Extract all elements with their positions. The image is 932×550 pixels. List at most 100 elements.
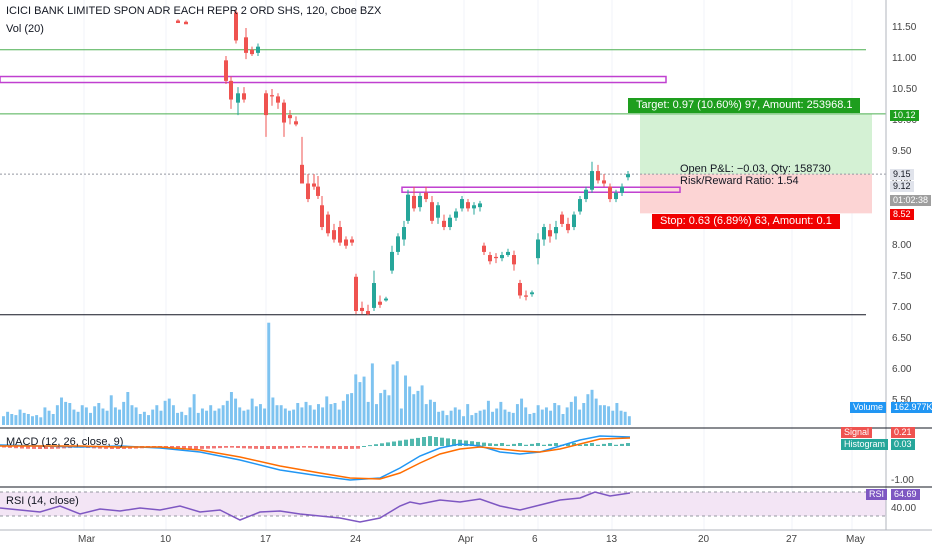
candle-body	[234, 12, 238, 41]
volume-bar	[55, 405, 59, 425]
volume-bar	[536, 405, 540, 425]
volume-bar	[582, 403, 586, 425]
volume-bar	[557, 405, 561, 425]
volume-bar	[391, 364, 395, 425]
macd-histogram-bar	[536, 443, 540, 446]
rsi-band	[0, 492, 886, 516]
macd-histogram-bar	[194, 446, 198, 449]
volume-bar	[399, 408, 403, 425]
volume-bar	[350, 393, 354, 425]
candle-body	[332, 230, 336, 240]
price-tick-label: 11.00	[892, 53, 917, 65]
rsi-tag-value: 64.69	[891, 489, 920, 500]
volume-bar	[22, 412, 26, 425]
volume-bar	[549, 410, 553, 425]
candle-body	[572, 214, 576, 228]
volume-bar	[611, 410, 615, 425]
macd-histogram-bar	[488, 443, 492, 446]
volume-bar	[217, 408, 221, 425]
candle-body	[448, 217, 452, 228]
macd-pane	[0, 435, 631, 481]
candle-body	[300, 164, 304, 184]
rsi-tag-label: RSI	[866, 489, 888, 500]
candle-body	[372, 283, 376, 308]
macd-histogram-bar	[584, 443, 588, 446]
volume-bar	[51, 414, 55, 425]
macd-histogram-bar	[596, 444, 600, 446]
macd-histogram-bar	[8, 446, 12, 448]
candle-body	[288, 115, 292, 119]
volume-bar	[200, 408, 204, 425]
horizontal-levels[interactable]	[0, 49, 886, 316]
candle-body	[276, 96, 280, 103]
symbol-title: ICICI BANK LIMITED SPON ADR EACH REPR 2 …	[6, 5, 382, 17]
volume-bar	[188, 407, 192, 425]
volume-bar	[180, 411, 184, 425]
price-candles	[176, 9, 630, 316]
macd-histogram-bar	[578, 444, 582, 446]
candle-body	[338, 227, 342, 243]
macd-histogram-bar	[500, 443, 504, 446]
volume-bar	[242, 410, 246, 425]
volume-bar	[598, 405, 602, 425]
macd-histogram-bar	[38, 446, 42, 449]
volume-bar	[379, 393, 383, 425]
volume-bar	[441, 410, 445, 425]
candle-body	[402, 227, 406, 240]
macd-histogram-bar	[356, 446, 360, 449]
time-tick-label: Apr	[458, 534, 474, 545]
volume-bar	[105, 410, 109, 425]
candle-body	[466, 202, 470, 209]
candle-body	[518, 283, 522, 296]
volume-bar	[138, 414, 142, 425]
candle-body	[542, 227, 546, 240]
candle-body	[224, 60, 228, 81]
volume-bar	[167, 398, 171, 425]
volume-bar	[375, 404, 378, 425]
macd-histogram-bar	[422, 437, 426, 446]
macd-histogram-bar	[380, 443, 384, 446]
volume-bar	[445, 415, 449, 425]
price-tick-label: 7.50	[892, 270, 912, 282]
volume-bar	[31, 416, 34, 425]
volume-bar	[271, 397, 275, 425]
price-tick-label: 7.00	[892, 301, 912, 313]
macd-histogram-bar	[566, 443, 570, 446]
target-box[interactable]: Target: 0.97 (10.60%) 97, Amount: 253968…	[628, 98, 861, 113]
candle-body	[442, 220, 446, 228]
volume-bar	[457, 409, 461, 425]
volume-bar	[258, 404, 262, 425]
volume-bar	[553, 403, 557, 425]
time-tick-label: 6	[532, 534, 538, 545]
candle-body	[512, 255, 516, 265]
macd-histogram-bar	[368, 445, 372, 447]
macd-histogram-bar	[230, 446, 234, 448]
macd-histogram-bar	[626, 443, 630, 446]
macd-histogram-bar	[542, 444, 546, 446]
volume-bar	[64, 401, 68, 425]
volume-bar	[312, 409, 316, 425]
volume-bar	[134, 407, 138, 425]
macd-histogram-bar	[446, 438, 450, 446]
candle-body	[478, 203, 482, 208]
macd-histogram-bar	[590, 443, 594, 446]
volume-bar	[283, 408, 287, 425]
macd-histogram-bar	[530, 443, 534, 446]
macd-histogram-bar	[326, 446, 330, 449]
stop-zone	[640, 174, 872, 214]
volume-bar	[623, 411, 627, 425]
volume-bar	[142, 411, 146, 425]
macd-histogram-bar	[98, 446, 102, 449]
macd-histogram-bar	[464, 440, 468, 446]
candle-body	[320, 205, 324, 228]
volume-bar	[2, 416, 5, 425]
stop-box[interactable]: Stop: 0.63 (6.89%) 63, Amount: 0.1	[652, 214, 840, 229]
macd-histogram-bar	[104, 446, 108, 449]
volume-bar	[540, 409, 544, 425]
candle-body	[326, 214, 330, 234]
macd-histogram-bar	[452, 439, 456, 446]
macd-histogram-bar	[320, 446, 324, 449]
macd-histogram-bar	[14, 446, 18, 449]
